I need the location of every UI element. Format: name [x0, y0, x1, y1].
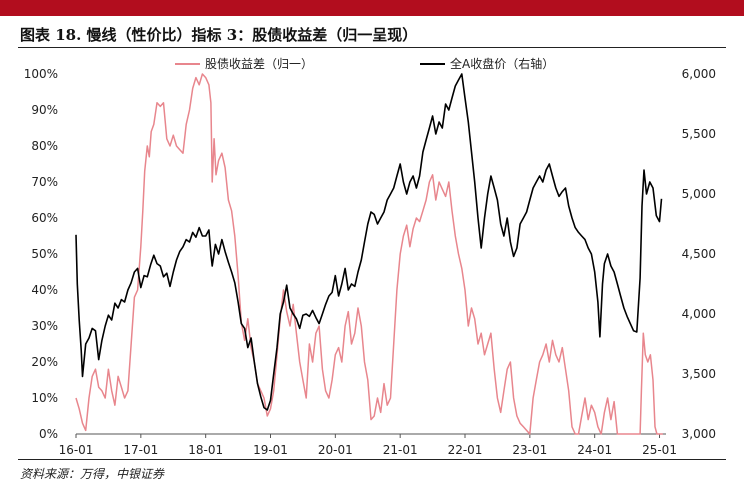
- left-tick-label: 30%: [31, 319, 58, 333]
- right-tick-label: 5,000: [682, 187, 716, 201]
- title-rule: [18, 47, 726, 48]
- x-tick-label: 18-01: [188, 443, 223, 457]
- left-tick-label: 10%: [31, 391, 58, 405]
- left-tick-label: 100%: [24, 67, 58, 81]
- figure-title: 图表 18. 慢线（性价比）指标 3：股债收益差（归一呈现）: [20, 26, 418, 44]
- right-tick-label: 5,500: [682, 127, 716, 141]
- footer-rule: [18, 459, 726, 460]
- left-tick-label: 50%: [31, 247, 58, 261]
- left-tick-label: 20%: [31, 355, 58, 369]
- x-tick-label: 17-01: [123, 443, 158, 457]
- right-tick-label: 3,000: [682, 427, 716, 441]
- series-line-spread: [75, 73, 663, 435]
- x-tick-label: 25-01: [642, 443, 677, 457]
- legend: 股债收益差（归一） 全A收盘价（右轴）: [175, 56, 554, 71]
- x-tick-label: 22-01: [448, 443, 483, 457]
- legend-label-index: 全A收盘价（右轴）: [450, 56, 554, 71]
- x-tick-label: 20-01: [318, 443, 353, 457]
- right-tick-label: 6,000: [682, 67, 716, 81]
- legend-label-spread: 股债收益差（归一）: [205, 57, 313, 71]
- x-tick-label: 16-01: [59, 443, 94, 457]
- left-tick-label: 60%: [31, 211, 58, 225]
- right-tick-label: 4,500: [682, 247, 716, 261]
- x-tick-label: 21-01: [383, 443, 418, 457]
- x-tick-label: 19-01: [253, 443, 288, 457]
- left-tick-label: 40%: [31, 283, 58, 297]
- left-tick-label: 90%: [31, 103, 58, 117]
- x-tick-label: 24-01: [577, 443, 612, 457]
- left-axis-ticks: 0% 10% 20% 30% 40% 50% 60% 70% 80% 90% 100%: [24, 67, 58, 441]
- left-tick-label: 0%: [39, 427, 58, 441]
- right-axis-ticks: 3,000 3,500 4,000 4,500 5,000 5,500 6,000: [682, 67, 716, 441]
- header-bar: [0, 0, 744, 16]
- x-tick-label: 23-01: [512, 443, 547, 457]
- x-axis-ticks: 16-01 17-01 18-01 19-01 20-01 21-01 22-01 23-01…: [59, 434, 677, 457]
- right-tick-label: 4,000: [682, 307, 716, 321]
- left-tick-label: 70%: [31, 175, 58, 189]
- left-tick-label: 80%: [31, 139, 58, 153]
- right-tick-label: 3,500: [682, 367, 716, 381]
- series-line-index: [75, 73, 663, 411]
- series-layer: [75, 73, 663, 435]
- source-note: 资料来源：万得，中银证券: [20, 467, 165, 481]
